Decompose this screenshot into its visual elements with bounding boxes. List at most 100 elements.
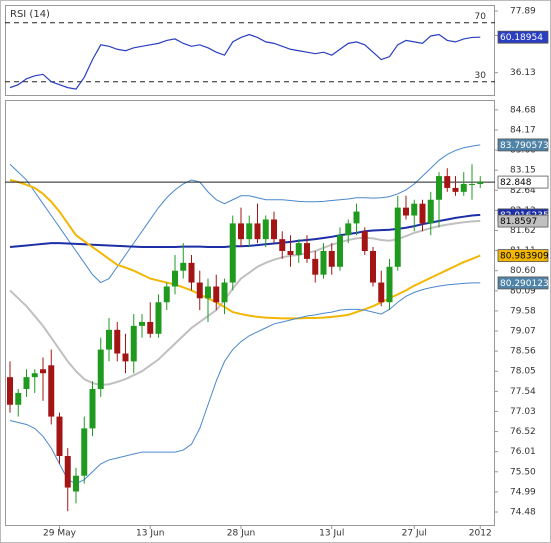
candle-body [345, 223, 352, 236]
candle-body [452, 187, 459, 192]
x-tick-label: 27 Jul [402, 529, 427, 539]
x-tick-label: 28 Jun [227, 529, 255, 539]
candle-body [279, 239, 286, 251]
candle-body [262, 219, 269, 240]
candle-body [477, 182, 484, 184]
candle-body [469, 183, 475, 185]
candle-body [337, 235, 343, 267]
y-tick-label: 75.50 [510, 467, 536, 477]
y-tick-label: 78.56 [510, 347, 536, 357]
x-tick-label: 2012 [469, 529, 492, 539]
y-tick-label: 81.62 [510, 226, 536, 236]
candle-body [229, 223, 236, 283]
value-box-label: 83.790573 [500, 141, 549, 151]
y-tick-label: 84.68 [510, 105, 536, 115]
candle-body [444, 176, 451, 188]
value-box [497, 276, 549, 290]
y-tick-label: 79.58 [510, 306, 536, 316]
candle-body [40, 369, 46, 374]
candle-body [23, 377, 30, 389]
candle-body [56, 416, 63, 457]
y-tick-label: 77.54 [510, 387, 536, 397]
candle-body [246, 223, 253, 240]
x-tick-label: 13 Jul [319, 529, 344, 539]
x-tick-label: 29 May [43, 529, 77, 539]
rsi-panel [5, 5, 495, 96]
candle-body [304, 243, 310, 259]
x-tick-label: 13 Jun [136, 529, 164, 539]
y-tick-label: 79.07 [510, 327, 536, 337]
candle-body [97, 349, 104, 389]
candle-body [147, 321, 154, 334]
candle-body [238, 223, 244, 240]
y-tick-label: 74.99 [510, 487, 536, 497]
level-label: 30 [475, 71, 487, 81]
candle-body [271, 219, 277, 240]
candle-body [460, 183, 467, 192]
value-box-label: 80.290123 [500, 279, 549, 289]
candle-body [15, 392, 22, 405]
candle-body [81, 428, 88, 476]
candle-body [427, 199, 434, 224]
candle-body [7, 377, 13, 405]
value-box [497, 214, 549, 228]
candle-body [411, 203, 418, 216]
y-tick-label: 36.13 [510, 68, 536, 78]
candle-body [295, 243, 302, 255]
candle-body [403, 207, 409, 216]
value-box-label: 80.983909 [500, 252, 549, 262]
rsi-line [9, 33, 481, 90]
candle-body [139, 321, 145, 326]
candle-body [353, 211, 360, 224]
y-tick-label: 78.05 [510, 367, 536, 377]
candle-body [89, 388, 96, 429]
candle-body [254, 223, 261, 240]
candle-body [312, 258, 319, 275]
y-tick-label: 82.64 [510, 186, 536, 196]
value-box [497, 175, 549, 189]
candle-body [213, 286, 220, 303]
candle-body [436, 176, 442, 200]
y-tick-label: 74.48 [510, 507, 536, 517]
candle-body [64, 456, 71, 488]
level-label: 70 [475, 12, 487, 22]
candle-body [320, 250, 327, 275]
price-panel [5, 100, 495, 526]
candle-body [188, 262, 195, 283]
candle-body [122, 353, 129, 362]
candle-body [180, 262, 187, 271]
indicator-line [9, 144, 481, 284]
value-box-label: 81.8597 [500, 217, 537, 227]
candle-body [386, 266, 393, 303]
candle-body [31, 373, 38, 378]
candle-body [163, 286, 170, 303]
candle-body [221, 282, 228, 303]
value-box-label: 82.848 [500, 178, 532, 188]
candle-body [378, 282, 385, 303]
candle-body [48, 365, 55, 417]
candle-body [106, 329, 112, 350]
value-box [497, 138, 549, 152]
y-tick-label: 77.89 [510, 7, 536, 17]
candle-body [328, 250, 335, 267]
indicator-line [9, 282, 481, 485]
value-box [497, 30, 549, 44]
y-tick-label: 80.60 [510, 266, 536, 276]
candle-body [196, 282, 203, 299]
candle-body [361, 231, 368, 251]
candle-body [394, 207, 401, 267]
indicator-line [9, 220, 481, 387]
y-tick-label: 77.03 [510, 407, 536, 417]
candle-body [130, 325, 137, 362]
candle-body [287, 250, 294, 255]
y-tick-label: 76.01 [510, 447, 536, 457]
value-box [497, 249, 549, 262]
rsi-title: RSI (14) [10, 9, 50, 20]
candle-body [114, 329, 121, 354]
value-box-label: 60.18954 [500, 33, 543, 43]
y-tick-label: 83.15 [510, 166, 536, 176]
indicator-line [9, 179, 481, 320]
